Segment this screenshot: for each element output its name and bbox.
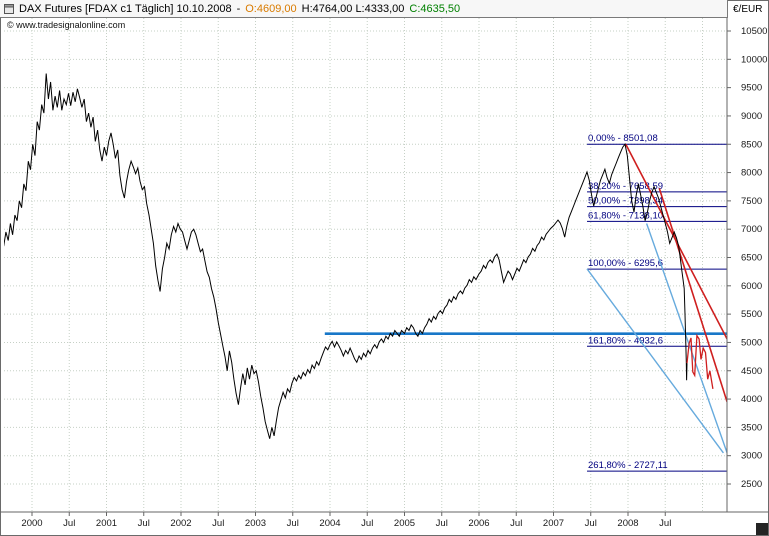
x-tick-label-2: 2001 — [96, 518, 117, 529]
y-tick-label-2: 9500 — [741, 83, 762, 94]
cyan-trendline-2[interactable] — [586, 268, 724, 454]
y-tick-label-11: 5000 — [741, 337, 762, 348]
y-tick-label-4: 8500 — [741, 139, 762, 150]
y-tick-label-13: 4000 — [741, 394, 762, 405]
x-tick-label-4: 2002 — [170, 518, 191, 529]
x-tick-label-13: Jul — [510, 518, 522, 529]
gridlines — [4, 18, 727, 512]
chart-titlebar: DAX Futures [FDAX c1 Täglich] 10.10.2008… — [0, 0, 728, 18]
cyan-trendline-1[interactable] — [645, 223, 728, 454]
x-tick-label-12: 2006 — [468, 518, 489, 529]
red-trendline-2[interactable] — [658, 188, 727, 403]
y-tick-label-10: 5500 — [741, 309, 762, 320]
x-tick-label-9: Jul — [361, 518, 373, 529]
watermark: © www.tradesignalonline.com — [7, 20, 126, 30]
resize-grip[interactable] — [756, 523, 768, 535]
fib-label-4: 100,00% - 6295,6 — [588, 258, 663, 269]
x-tick-label-17: Jul — [659, 518, 671, 529]
fib-label-3: 61,80% - 7138,10 — [588, 210, 663, 221]
x-tick-label-16: 2008 — [617, 518, 638, 529]
open-value: O:4609,00 — [245, 2, 297, 15]
x-tick-label-10: 2005 — [394, 518, 415, 529]
y-tick-label-6: 7500 — [741, 196, 762, 207]
y-tick-label-15: 3000 — [741, 451, 762, 462]
x-tick-label-15: Jul — [585, 518, 597, 529]
chart-window-icon — [4, 3, 14, 14]
fib-label-6: 261,80% - 2727,11 — [588, 460, 668, 471]
y-tick-label-8: 6500 — [741, 253, 762, 264]
y-tick-label-9: 6000 — [741, 281, 762, 292]
chart-title: DAX Futures [FDAX c1 Täglich] 10.10.2008 — [19, 2, 232, 15]
fib-label-5: 161,80% - 4932,6 — [588, 335, 663, 346]
fib-label-2: 50,00% - 7398,34 — [588, 196, 663, 207]
x-tick-label-7: Jul — [287, 518, 299, 529]
red-projection-path[interactable] — [686, 333, 714, 390]
x-tick-label-3: Jul — [138, 518, 150, 529]
fibonacci-retracement[interactable]: 0,00% - 8501,08 38,20% - 7658,59 50,00% - … — [587, 133, 727, 472]
x-tick-label-1: Jul — [63, 518, 75, 529]
x-tick-label-0: 2000 — [21, 518, 42, 529]
x-tick-label-8: 2004 — [319, 518, 340, 529]
high-low-values: H:4764,00 L:4333,00 — [301, 2, 405, 15]
y-tick-label-7: 7000 — [741, 224, 762, 235]
close-value: C:4635,50 — [409, 2, 461, 15]
y-tick-label-16: 2500 — [741, 479, 762, 490]
x-tick-label-14: 2007 — [543, 518, 564, 529]
x-tick-label-6: 2003 — [245, 518, 266, 529]
trendlines — [324, 143, 728, 454]
fib-label-0: 0,00% - 8501,08 — [588, 133, 658, 144]
y-tick-label-5: 8000 — [741, 168, 762, 179]
y-tick-label-14: 3500 — [741, 422, 762, 433]
y-tick-label-12: 4500 — [741, 366, 762, 377]
x-tick-label-5: Jul — [212, 518, 224, 529]
price-series — [4, 73, 688, 439]
y-tick-label-1: 10000 — [741, 54, 767, 65]
fib-label-1: 38,20% - 7658,59 — [588, 181, 663, 192]
y-tick-label-3: 9000 — [741, 111, 762, 122]
x-tick-label-11: Jul — [436, 518, 448, 529]
y-tick-label-0: 10500 — [741, 26, 767, 37]
axis-unit-label: €/EUR — [733, 4, 763, 15]
title-separator: - — [236, 2, 241, 15]
